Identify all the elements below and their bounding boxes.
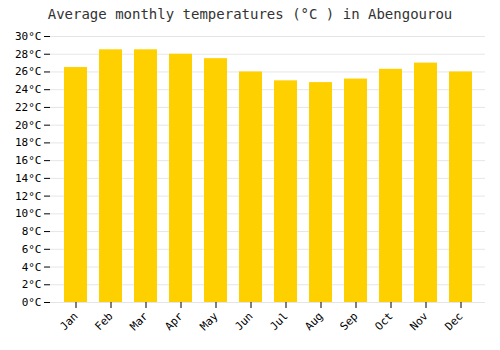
svg-text:18°C: 18°C [15, 136, 42, 149]
svg-text:Sep: Sep [337, 310, 360, 333]
svg-text:8°C: 8°C [22, 225, 42, 238]
svg-text:Feb: Feb [92, 310, 115, 333]
svg-text:Jan: Jan [57, 310, 80, 333]
svg-text:24°C: 24°C [15, 83, 42, 96]
svg-text:Dec: Dec [442, 310, 465, 333]
svg-text:26°C: 26°C [15, 65, 42, 78]
svg-text:30°C: 30°C [15, 30, 42, 43]
svg-text:Jul: Jul [267, 310, 290, 333]
svg-text:Apr: Apr [162, 309, 186, 333]
svg-text:Jun: Jun [232, 310, 255, 333]
svg-text:22°C: 22°C [15, 101, 42, 114]
svg-text:Mar: Mar [127, 309, 151, 333]
svg-text:12°C: 12°C [15, 190, 42, 203]
svg-text:6°C: 6°C [22, 243, 42, 256]
svg-text:10°C: 10°C [15, 207, 42, 220]
svg-text:20°C: 20°C [15, 119, 42, 132]
svg-text:0°C: 0°C [22, 296, 42, 309]
svg-text:Aug: Aug [302, 310, 325, 333]
svg-text:2°C: 2°C [22, 278, 42, 291]
svg-text:4°C: 4°C [22, 261, 42, 274]
svg-text:Nov: Nov [407, 309, 431, 333]
html-text:Average monthly temperatures (: Average monthly temperatures (°C ) in Ab… [47, 6, 453, 22]
svg-text:May: May [197, 309, 221, 333]
svg-text:Oct: Oct [372, 310, 395, 333]
svg-text:14°C: 14°C [15, 172, 42, 185]
svg-text:16°C: 16°C [15, 154, 42, 167]
svg-text:28°C: 28°C [15, 48, 42, 61]
